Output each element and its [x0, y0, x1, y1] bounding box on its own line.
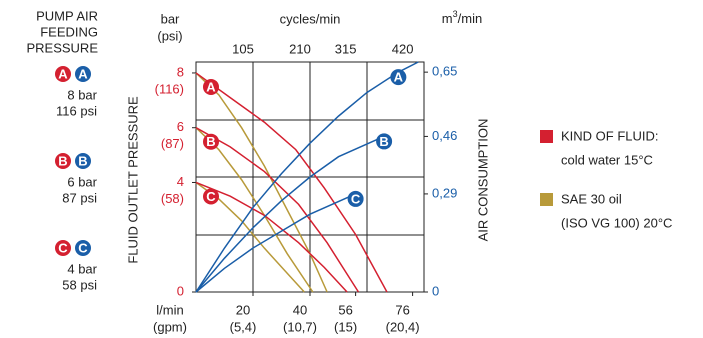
letter-badge-label: C	[206, 189, 216, 204]
letter-badge-label: B	[58, 153, 67, 168]
unit-base: m	[442, 11, 453, 26]
y-tick-label: 8	[177, 64, 184, 79]
y2-axis-label: AIR CONSUMPTION	[475, 119, 490, 242]
x-gpm-label: (15)	[334, 319, 357, 334]
letter-badge	[347, 190, 364, 207]
key-psi: 116 psi	[56, 103, 97, 118]
air-curve	[195, 193, 356, 293]
y-psi-label: (87)	[161, 136, 184, 151]
legend-swatch	[540, 130, 553, 143]
y2-tick-label: 0,65	[432, 64, 457, 79]
y2-tick-label: 0,29	[432, 185, 457, 200]
legend-label: SAE 30 oil	[561, 191, 622, 206]
letter-badge	[390, 69, 407, 86]
letter-badge	[203, 133, 219, 150]
letter-badge	[203, 188, 219, 205]
letter-badge-label: C	[58, 240, 68, 255]
pressure-curve	[195, 72, 328, 293]
key-bar: 6 bar	[67, 174, 97, 189]
air-curve	[195, 61, 419, 293]
x-unit: (gpm)	[153, 319, 187, 334]
key-title: PRESSURE	[26, 40, 98, 55]
x2-tick-label: 420	[392, 41, 414, 56]
pressure-curve	[195, 127, 360, 293]
x-tick-label: 40	[293, 302, 307, 317]
letter-badge-label: A	[394, 70, 404, 85]
letter-badge	[376, 133, 393, 150]
letter-badge-label: C	[351, 191, 361, 206]
key-psi: 87 psi	[62, 190, 97, 205]
letter-badge	[55, 66, 71, 82]
y-unit: bar	[161, 11, 180, 26]
x2-tick-label: 210	[289, 41, 311, 56]
x-unit: l/min	[156, 302, 183, 317]
x-tick-label: 76	[395, 302, 409, 317]
x-gpm-label: (10,7)	[283, 319, 317, 334]
x-gpm-label: (5,4)	[230, 319, 257, 334]
y-psi-label: (58)	[161, 191, 184, 206]
y2-unit: m3/min	[442, 9, 482, 26]
y-tick-label: 4	[177, 174, 184, 189]
letter-badge	[75, 240, 91, 256]
x2-tick-label: 105	[232, 41, 254, 56]
x2-unit: cycles/min	[280, 11, 341, 26]
unit-rest: /min	[458, 11, 483, 26]
letter-badge-label: A	[206, 79, 216, 94]
legend-swatch	[540, 193, 553, 206]
x-tick-label: 56	[338, 302, 352, 317]
x2-tick-label: 315	[335, 41, 357, 56]
letter-badge	[55, 240, 71, 256]
x-gpm-label: (20,4)	[386, 319, 420, 334]
legend-label: cold water 15°C	[561, 152, 653, 167]
letter-badge-label: A	[58, 66, 68, 81]
letter-badge	[55, 153, 71, 169]
legend-label: KIND OF FLUID:	[561, 128, 659, 143]
letter-badge	[75, 153, 91, 169]
key-bar: 4 bar	[67, 261, 97, 276]
y-psi-label: (116)	[155, 81, 184, 96]
air-curve	[195, 135, 385, 293]
x-tick-label: 20	[236, 302, 250, 317]
key-title: FEEDING	[40, 24, 98, 39]
unit-sup: 3	[453, 9, 458, 19]
key-title: PUMP AIR	[36, 8, 98, 23]
letter-badge-label: B	[206, 134, 215, 149]
letter-badge-label: C	[78, 240, 88, 255]
y2-tick-label: 0,46	[432, 128, 457, 143]
letter-badge-label: A	[78, 66, 88, 81]
key-psi: 58 psi	[62, 277, 97, 292]
letter-badge-label: B	[379, 134, 388, 149]
letter-badge-label: B	[78, 153, 87, 168]
y2-tick-label: 0	[432, 283, 439, 298]
letter-badge	[203, 78, 219, 95]
key-bar: 8 bar	[67, 87, 97, 102]
legend-label: (ISO VG 100) 20°C	[561, 215, 672, 230]
y-tick-label: 6	[177, 119, 184, 134]
y-unit: (psi)	[157, 28, 182, 43]
y-axis-label: FLUID OUTLET PRESSURE	[125, 96, 140, 264]
y-tick-label: 0	[177, 283, 184, 298]
pressure-curve	[195, 181, 348, 293]
pressure-curve	[195, 72, 388, 293]
letter-badge	[75, 66, 91, 82]
